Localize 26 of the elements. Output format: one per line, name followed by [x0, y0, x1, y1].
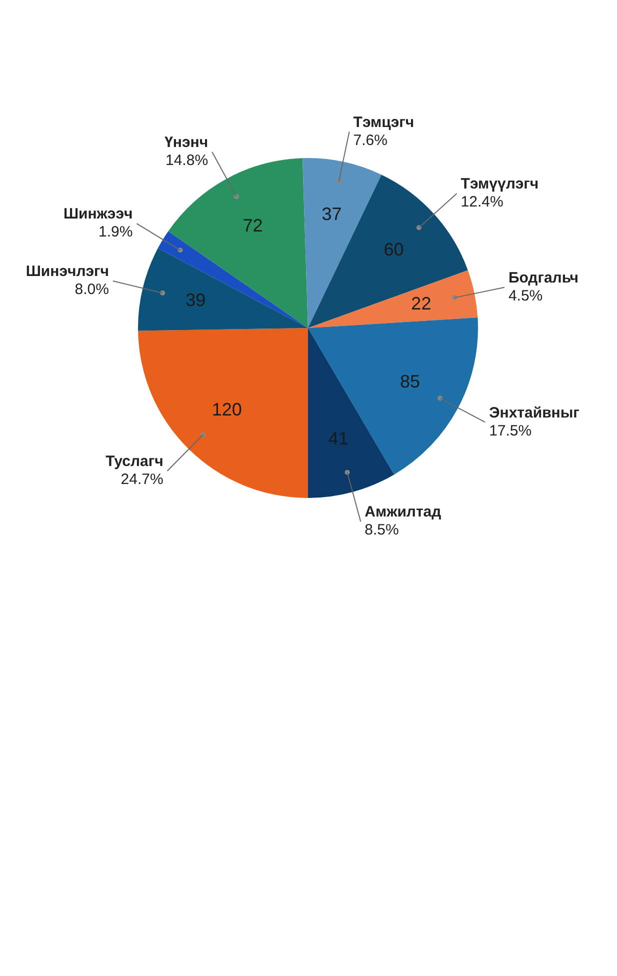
- text: 7.6%: [353, 132, 388, 149]
- slice-label: Шинэчлэгч: [26, 263, 109, 280]
- data-label: 37: [322, 204, 342, 224]
- text: 24.7%: [120, 471, 164, 488]
- data-label: 41: [328, 428, 348, 449]
- text: 17.5%: [489, 422, 532, 440]
- text: 12.4%: [460, 194, 504, 211]
- slice-label: Энхтайвныг: [489, 404, 580, 422]
- slice-label: Үнэнч: [164, 134, 208, 151]
- slice-label: Бодгальч: [508, 269, 578, 286]
- slice-label: Амжилтад: [364, 504, 442, 521]
- data-label: 39: [186, 290, 206, 310]
- text: 8.5%: [364, 522, 399, 539]
- data-label: 60: [384, 239, 404, 260]
- slice-label: Тэмүүлэгч: [460, 176, 539, 193]
- slice-label: Туслагч: [106, 453, 164, 470]
- text: 14.8%: [165, 152, 208, 169]
- text: 8.0%: [74, 281, 109, 298]
- text: 1.9%: [98, 224, 133, 241]
- data-label: 120: [212, 399, 242, 420]
- slice-label: Шинжээч: [63, 206, 133, 223]
- text: 4.5%: [508, 287, 543, 304]
- data-label: 72: [242, 215, 263, 236]
- data-label: 85: [400, 371, 420, 392]
- slice-label: Тэмцэгч: [353, 114, 414, 131]
- data-label: 22: [411, 294, 432, 314]
